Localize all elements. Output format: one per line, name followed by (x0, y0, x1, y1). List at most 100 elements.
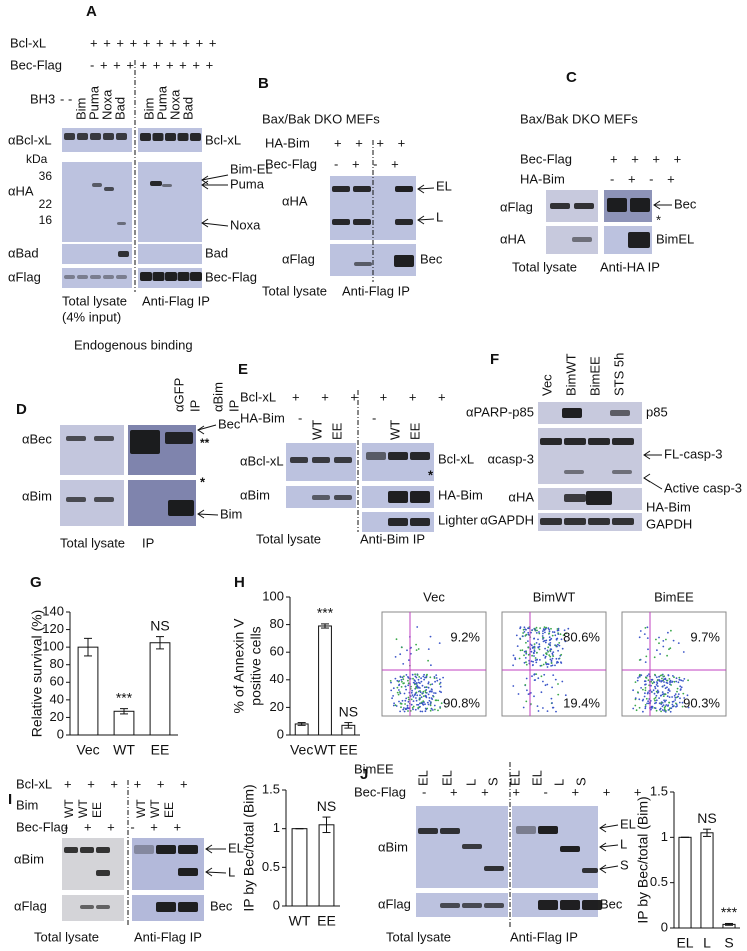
flow-dot (667, 709, 670, 711)
flow-dot (663, 699, 665, 702)
label: Noxa (99, 89, 114, 120)
flow-dot (658, 642, 660, 645)
label: EL (439, 770, 454, 786)
flow-dot (415, 699, 418, 702)
flow-dot (636, 679, 639, 682)
blot (62, 838, 124, 890)
flow-dot (669, 710, 672, 713)
flow-dot (554, 634, 557, 637)
flow-dot (410, 646, 412, 649)
flow-dot (394, 704, 397, 707)
flow-dot (551, 634, 554, 637)
flow-dot (523, 631, 526, 633)
flow-dot (552, 651, 555, 653)
label: 9.2% (450, 629, 480, 644)
label: - + + + - + + + (422, 784, 652, 799)
flow-dot (400, 706, 402, 709)
flow-dot (412, 681, 415, 684)
flow-dot (524, 684, 527, 686)
flow-dot (546, 666, 549, 668)
flow-dot (634, 681, 637, 683)
flow-dot (407, 707, 409, 710)
band (94, 497, 114, 502)
flow-dot (658, 675, 660, 678)
flow-dot (667, 631, 669, 634)
flow-dot (665, 704, 668, 706)
label: Anti-Flag IP (510, 929, 578, 944)
label: αFlag (8, 269, 41, 284)
flow-dot (424, 676, 426, 679)
flow-dot (674, 696, 677, 699)
bar (77, 646, 99, 736)
flow-dot (544, 628, 547, 630)
flow-dot (399, 653, 402, 656)
flow-dot (547, 627, 550, 630)
flow-dot (650, 684, 652, 687)
band (353, 219, 371, 225)
label: Bec-Flag (354, 784, 406, 799)
flow-dot (535, 661, 538, 664)
y-axis-label: % of Annexin V (231, 618, 247, 714)
flow-dot (543, 673, 546, 676)
flow-dot (429, 703, 432, 705)
flow-dot (551, 652, 554, 655)
flow-dot (640, 687, 642, 689)
flow-dot (682, 651, 685, 653)
flow-dot (681, 701, 684, 704)
flow-dot (663, 678, 665, 680)
flow-dot (654, 707, 657, 710)
annotation: NS (150, 617, 169, 633)
label: Bec (210, 898, 233, 913)
flow-dot (424, 707, 427, 710)
label: + + + + + + (292, 389, 455, 404)
flow-dot (643, 633, 646, 635)
flow-dot (515, 634, 518, 637)
flow-dot (677, 642, 680, 644)
y-tick-label: 40 (50, 691, 64, 706)
flow-dot (429, 683, 432, 686)
label: Vec (539, 374, 554, 396)
band (77, 133, 88, 140)
flow-dot (542, 680, 544, 683)
flow-dot (403, 675, 405, 678)
blot (538, 428, 642, 484)
flow-dot (654, 696, 657, 699)
band (353, 186, 371, 192)
flow-dot (650, 705, 653, 708)
label: D (16, 401, 27, 418)
flow-dot (656, 679, 659, 682)
flow-dot (429, 635, 432, 638)
flow-dot (429, 676, 432, 679)
band (312, 495, 330, 500)
flow-dot (533, 673, 536, 676)
flow-dot (638, 698, 641, 701)
flow-dot (422, 690, 425, 693)
flow-dot (427, 703, 430, 706)
flow-dot (421, 710, 424, 713)
flow-dot (654, 702, 656, 705)
flow-dot (427, 681, 430, 683)
band (572, 237, 592, 242)
flow-dot (419, 697, 421, 700)
x-tick-label: Vec (290, 742, 313, 758)
label: S (573, 777, 588, 786)
flow-dot (401, 680, 403, 683)
band (418, 828, 438, 834)
flow-dot (438, 690, 441, 693)
flow-dot (655, 690, 658, 693)
band (66, 497, 86, 502)
flow-dot (517, 693, 520, 695)
blot (138, 162, 202, 242)
flow-dot (429, 704, 432, 707)
y-tick-label: 120 (42, 621, 64, 636)
flow-dot (645, 697, 648, 700)
label: BimEE (354, 761, 394, 776)
band (177, 133, 189, 141)
label: EL (529, 770, 544, 786)
arrow (197, 513, 219, 516)
flow-dot (412, 700, 415, 702)
arrow-head (599, 864, 607, 874)
flow-dot (396, 679, 399, 682)
band (440, 903, 460, 908)
label: αFlag (500, 199, 533, 214)
